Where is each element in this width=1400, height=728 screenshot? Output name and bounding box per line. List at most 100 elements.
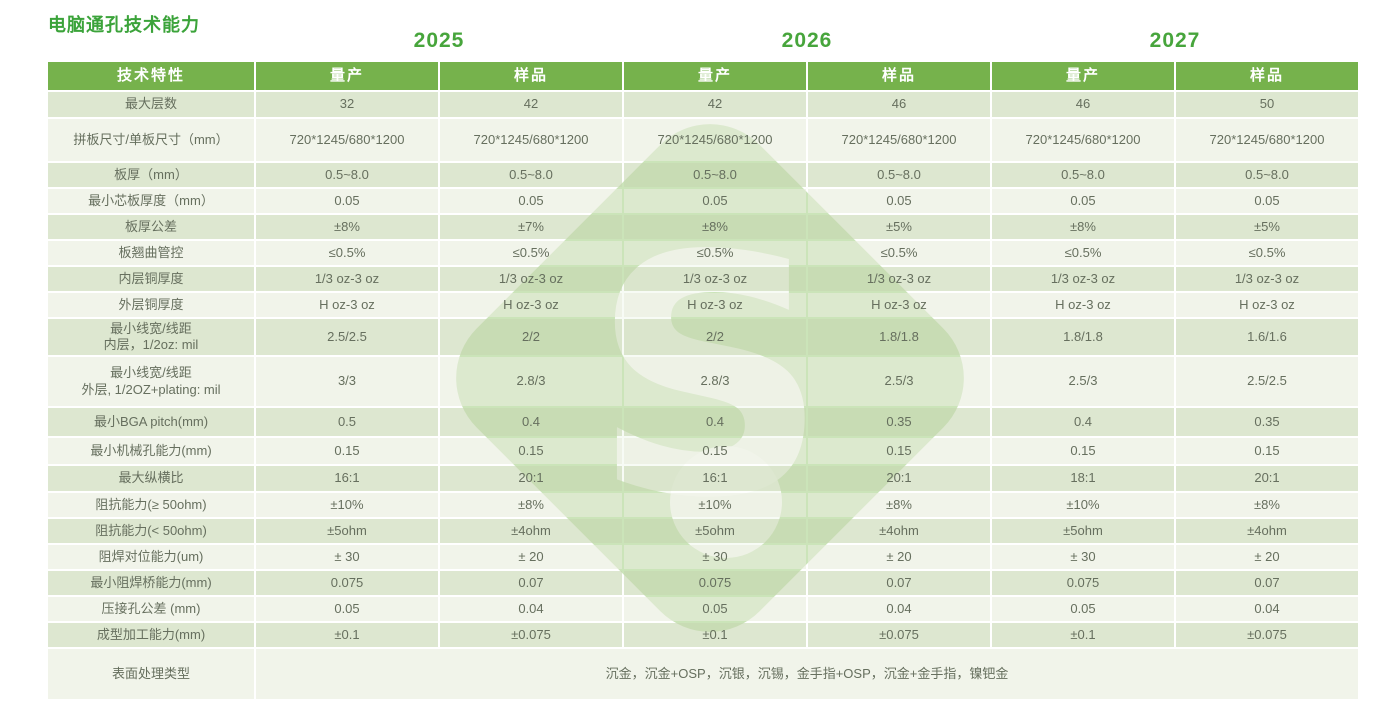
table-cell: 0.05: [256, 597, 438, 621]
row-label: 阻抗能力(< 50ohm): [48, 519, 254, 543]
table-cell: 0.05: [624, 189, 806, 213]
table-cell: ±10%: [624, 493, 806, 517]
table-cell: 1/3 oz-3 oz: [808, 267, 990, 291]
row-label: 阻抗能力(≥ 50ohm): [48, 493, 254, 517]
table-cell: ± 20: [1176, 545, 1358, 569]
table-cell: ±0.1: [992, 623, 1174, 647]
table-cell: ≤0.5%: [256, 241, 438, 265]
table-cell: ±4ohm: [1176, 519, 1358, 543]
table-cell: ±4ohm: [440, 519, 622, 543]
table-cell: 16:1: [256, 466, 438, 491]
table-cell: 1.8/1.8: [992, 319, 1174, 355]
table-cell: 0.15: [992, 438, 1174, 464]
table-cell: ±8%: [992, 215, 1174, 239]
table-cell: ±10%: [256, 493, 438, 517]
table-cell: ±8%: [256, 215, 438, 239]
table-cell: 0.4: [624, 408, 806, 436]
table-cell: ≤0.5%: [1176, 241, 1358, 265]
table-cell: 2.8/3: [624, 357, 806, 406]
row-label: 最小BGA pitch(mm): [48, 408, 254, 436]
table-cell: 1/3 oz-3 oz: [992, 267, 1174, 291]
table-cell: ≤0.5%: [808, 241, 990, 265]
table-cell: 0.05: [808, 189, 990, 213]
surface-finish-value: 沉金，沉金+OSP，沉银，沉锡，金手指+OSP，沉金+金手指，镍钯金: [256, 649, 1358, 699]
table-cell: 0.5~8.0: [256, 163, 438, 187]
table-cell: 20:1: [440, 466, 622, 491]
table-cell: 3/3: [256, 357, 438, 406]
table-cell: ±8%: [624, 215, 806, 239]
table-cell: 0.05: [624, 597, 806, 621]
row-label: 板厚公差: [48, 215, 254, 239]
table-cell: H oz-3 oz: [992, 293, 1174, 317]
row-label: 最小线宽/线距 内层，1/2oz: mil: [48, 319, 254, 355]
table-cell: 0.05: [1176, 189, 1358, 213]
table-cell: ±0.075: [440, 623, 622, 647]
table-cell: 0.35: [808, 408, 990, 436]
table-cell: 0.5~8.0: [992, 163, 1174, 187]
year-label-2026: 2026: [781, 29, 833, 52]
table-cell: ±8%: [440, 493, 622, 517]
table-cell: 720*1245/680*1200: [440, 119, 622, 161]
column-header-feature: 技术特性: [48, 62, 254, 90]
table-cell: 0.15: [1176, 438, 1358, 464]
table-cell: H oz-3 oz: [808, 293, 990, 317]
table-cell: ± 30: [624, 545, 806, 569]
table-cell: ±0.1: [624, 623, 806, 647]
row-label-surface-finish: 表面处理类型: [48, 649, 254, 699]
table-cell: 720*1245/680*1200: [992, 119, 1174, 161]
table-cell: ±10%: [992, 493, 1174, 517]
column-header-2026-sample: 样品: [808, 62, 990, 90]
row-label: 外层铜厚度: [48, 293, 254, 317]
table-cell: ±0.1: [256, 623, 438, 647]
table-cell: 720*1245/680*1200: [256, 119, 438, 161]
table-cell: 0.07: [808, 571, 990, 595]
table-cell: 1.8/1.8: [808, 319, 990, 355]
table-cell: 1/3 oz-3 oz: [256, 267, 438, 291]
table-cell: 0.075: [256, 571, 438, 595]
page-title: 电脑通孔技术能力: [48, 15, 200, 35]
row-label: 板翘曲管控: [48, 241, 254, 265]
table-cell: 2.8/3: [440, 357, 622, 406]
table-cell: 0.5~8.0: [624, 163, 806, 187]
year-labels: 2025 2026 2027: [48, 29, 1358, 57]
table-cell: 0.15: [624, 438, 806, 464]
table-cell: 16:1: [624, 466, 806, 491]
table-cell: 0.05: [440, 189, 622, 213]
row-label: 最小芯板厚度（mm）: [48, 189, 254, 213]
row-label: 最大纵横比: [48, 466, 254, 491]
table-cell: 1/3 oz-3 oz: [624, 267, 806, 291]
table-cell: ±5ohm: [624, 519, 806, 543]
table-cell: 0.04: [808, 597, 990, 621]
row-label: 板厚（mm）: [48, 163, 254, 187]
table-cell: ± 30: [256, 545, 438, 569]
table-cell: ±5%: [1176, 215, 1358, 239]
table-cell: 0.07: [440, 571, 622, 595]
table-cell: 1/3 oz-3 oz: [440, 267, 622, 291]
table-cell: ±5%: [808, 215, 990, 239]
table-cell: 32: [256, 92, 438, 117]
column-header-2025-mass-production: 量产: [256, 62, 438, 90]
table-cell: 42: [624, 92, 806, 117]
table-cell: H oz-3 oz: [1176, 293, 1358, 317]
table-cell: 2/2: [624, 319, 806, 355]
table-cell: 0.05: [256, 189, 438, 213]
table-cell: 18:1: [992, 466, 1174, 491]
table-cell: 720*1245/680*1200: [808, 119, 990, 161]
table-cell: ± 30: [992, 545, 1174, 569]
table-cell: 0.05: [992, 597, 1174, 621]
table-cell: 0.05: [992, 189, 1174, 213]
table-cell: 720*1245/680*1200: [624, 119, 806, 161]
row-label: 最小机械孔能力(mm): [48, 438, 254, 464]
table-cell: 46: [992, 92, 1174, 117]
table-cell: 0.5: [256, 408, 438, 436]
row-label: 最小线宽/线距 外层, 1/2OZ+plating: mil: [48, 357, 254, 406]
table-cell: ±0.075: [808, 623, 990, 647]
table-cell: 0.4: [440, 408, 622, 436]
table-cell: 20:1: [1176, 466, 1358, 491]
table-cell: ±7%: [440, 215, 622, 239]
table-cell: 42: [440, 92, 622, 117]
row-label: 阻焊对位能力(um): [48, 545, 254, 569]
table-cell: H oz-3 oz: [440, 293, 622, 317]
table-cell: ±0.075: [1176, 623, 1358, 647]
table-cell: ±8%: [1176, 493, 1358, 517]
